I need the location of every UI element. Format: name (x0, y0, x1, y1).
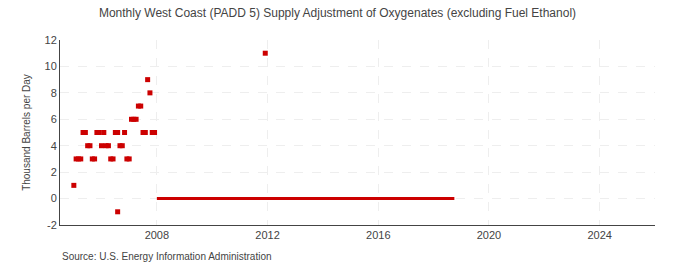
svg-text:Monthly West Coast (PADD 5) Su: Monthly West Coast (PADD 5) Supply Adjus… (99, 6, 576, 20)
svg-text:2: 2 (51, 166, 57, 178)
svg-text:Source: U.S. Energy Informatio: Source: U.S. Energy Information Administ… (62, 251, 272, 262)
svg-text:2024: 2024 (587, 229, 611, 241)
svg-text:0: 0 (51, 192, 57, 204)
svg-text:8: 8 (51, 87, 57, 99)
svg-text:6: 6 (51, 113, 57, 125)
svg-text:2012: 2012 (255, 229, 279, 241)
svg-text:Thousand Barrels per Day: Thousand Barrels per Day (21, 74, 32, 191)
svg-text:2020: 2020 (477, 229, 501, 241)
svg-text:10: 10 (45, 60, 57, 72)
svg-text:2008: 2008 (145, 229, 169, 241)
svg-text:12: 12 (45, 34, 57, 46)
svg-text:2016: 2016 (366, 229, 390, 241)
svg-text:4: 4 (51, 140, 57, 152)
svg-text:-2: -2 (47, 219, 57, 231)
